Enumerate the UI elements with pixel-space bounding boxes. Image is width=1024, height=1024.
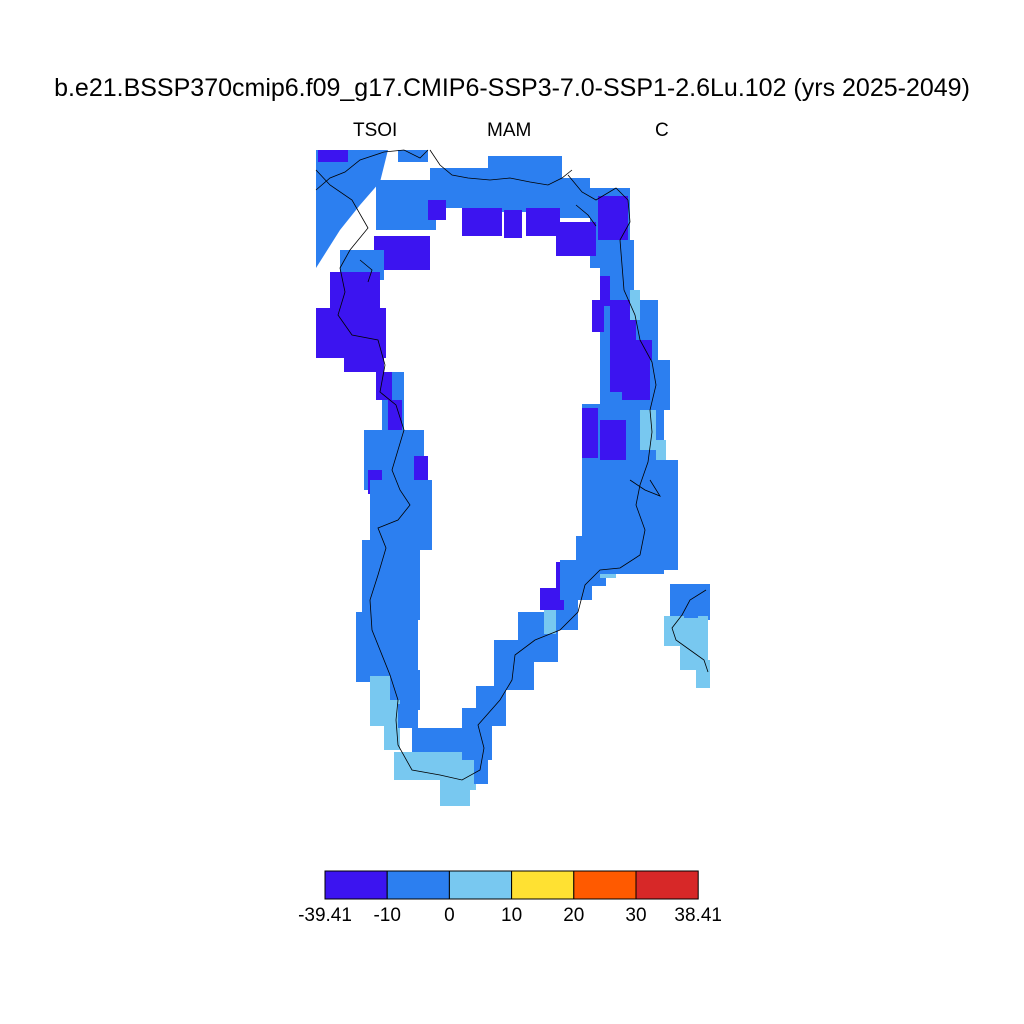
map-cell xyxy=(476,686,506,726)
map-cells xyxy=(316,150,710,806)
map-cell xyxy=(600,460,678,570)
map-cell xyxy=(696,660,710,688)
colorbar-bin xyxy=(448,870,513,900)
map-cell xyxy=(600,420,626,460)
map-cell xyxy=(560,178,590,218)
colorbar-tick-label: -10 xyxy=(373,905,401,926)
map-cell xyxy=(598,196,628,240)
colorbar xyxy=(324,870,699,900)
coastline-west xyxy=(315,169,657,781)
map-cell xyxy=(414,456,428,480)
colorbar-tick-label: -39.41 xyxy=(298,905,352,926)
map-cell xyxy=(462,208,502,236)
map-cell xyxy=(656,440,666,462)
map-cell xyxy=(384,700,400,750)
coastline-fjord-1 xyxy=(359,259,373,283)
map-cell xyxy=(344,350,384,372)
map-cell xyxy=(316,150,388,268)
map-cell xyxy=(544,610,556,634)
map-cell xyxy=(556,222,596,256)
plot-title: b.e21.BSSP370cmip6.f09_g17.CMIP6-SSP3-7.… xyxy=(54,74,970,102)
colorbar-tick-label: 0 xyxy=(444,905,455,926)
coastline-fjord-2 xyxy=(629,479,661,497)
map-cell xyxy=(370,480,432,550)
coastline-fjord-3 xyxy=(575,204,597,227)
map-cell xyxy=(600,276,610,306)
coastline-iceland xyxy=(671,589,709,673)
map-cell xyxy=(474,756,488,784)
map-cell xyxy=(376,372,392,400)
map-cell xyxy=(592,300,604,332)
map-cell xyxy=(398,150,428,162)
colorbar-bin xyxy=(511,870,575,900)
map-cell xyxy=(526,208,560,236)
map-cell xyxy=(428,200,446,220)
map-cell xyxy=(504,210,522,238)
colorbar-tick-label: 10 xyxy=(501,905,523,926)
map-cell xyxy=(376,180,436,230)
map-cell xyxy=(630,290,640,320)
colorbar-tick-label: 20 xyxy=(563,905,585,926)
map-cell xyxy=(684,600,698,618)
coastline-ellesmere xyxy=(315,149,429,191)
map-cell xyxy=(398,704,418,728)
map-cell xyxy=(622,340,652,400)
variable-label: TSOI xyxy=(353,120,398,141)
map-cell xyxy=(456,760,476,790)
coastline-north xyxy=(429,149,573,186)
map-cell xyxy=(318,150,348,162)
colorbar-tick-label: 38.41 xyxy=(674,905,722,926)
map-cell xyxy=(640,410,656,450)
map-cell xyxy=(650,360,670,410)
season-label: MAM xyxy=(487,120,532,141)
colorbar-bin xyxy=(386,870,450,900)
map-cell xyxy=(388,400,402,430)
colorbar-bin xyxy=(635,870,699,900)
colorbar-bin xyxy=(324,870,388,900)
coastline xyxy=(315,149,709,781)
map-cell xyxy=(362,540,420,620)
map-cell xyxy=(488,156,562,212)
map-cell xyxy=(582,408,598,458)
units-label: C xyxy=(655,120,669,141)
colorbar-tick-label: 30 xyxy=(625,905,647,926)
colorbar-bin xyxy=(573,870,637,900)
